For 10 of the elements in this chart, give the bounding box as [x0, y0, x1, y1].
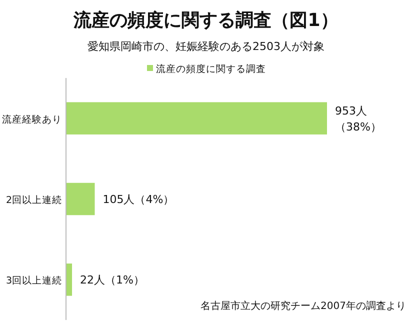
- chart-title: 流産の頻度に関する調査（図1）: [72, 10, 338, 31]
- legend: 流産の頻度に関する調査: [147, 64, 266, 75]
- y-tick-label: 2回以上連続: [6, 194, 62, 206]
- data-label: 953人（38%）: [335, 104, 382, 134]
- data-label: 105人（4%）: [102, 193, 174, 206]
- y-tick-label: 流産経験あり: [2, 113, 62, 126]
- y-tick-label: 3回以上連続: [6, 274, 62, 287]
- annotation: 名古屋市立大の研究チーム2007年の調査より: [200, 300, 406, 312]
- chart-subtitle: 愛知県岡崎市の、妊娠経験のある2503人が対象: [88, 40, 324, 53]
- data-label: 22人（1%）: [80, 274, 144, 287]
